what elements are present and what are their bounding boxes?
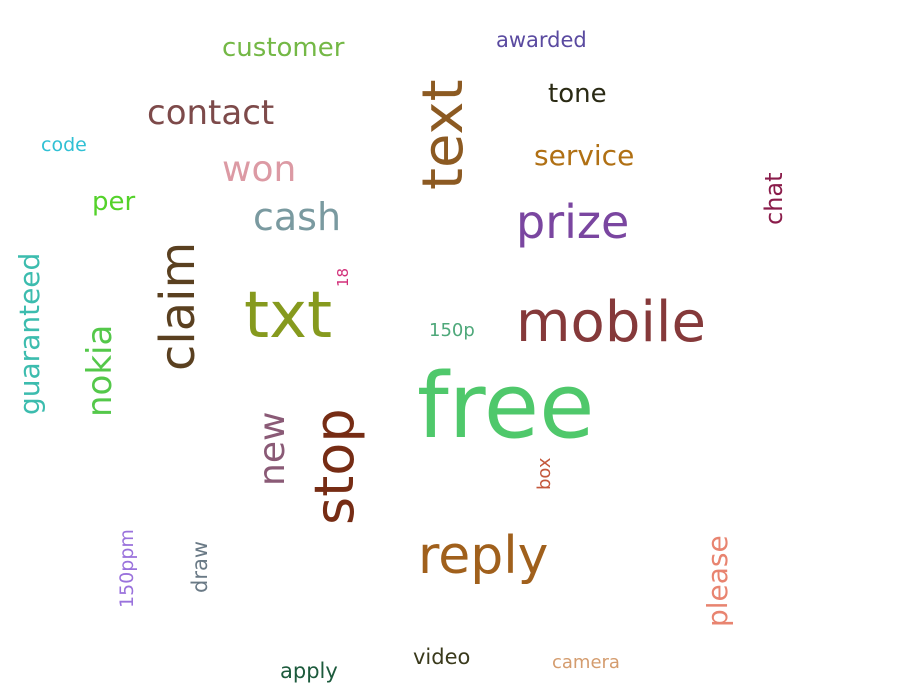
word-reply: reply <box>418 526 549 586</box>
word-chat: chat <box>760 172 788 225</box>
word-stop: stop <box>303 408 366 525</box>
word-please: please <box>701 535 734 627</box>
word-18: 18 <box>334 267 352 287</box>
word-free: free <box>417 354 595 459</box>
word-box: box <box>534 457 555 490</box>
word-code: code <box>41 134 87 156</box>
word-claim: claim <box>150 241 206 371</box>
word-new: new <box>252 411 293 486</box>
word-service: service <box>534 139 635 172</box>
word-tone: tone <box>548 79 607 109</box>
word-text: text <box>411 79 476 190</box>
word-prize: prize <box>516 195 630 249</box>
word-camera: camera <box>552 652 620 673</box>
word-draw: draw <box>188 540 212 593</box>
word-nokia: nokia <box>80 324 120 417</box>
word-cash: cash <box>253 195 342 239</box>
word-txt: txt <box>244 279 333 353</box>
word-mobile: mobile <box>516 290 706 355</box>
word-apply: apply <box>280 659 338 683</box>
word-150ppm: 150ppm <box>116 529 138 608</box>
word-awarded: awarded <box>496 28 587 52</box>
word-contact: contact <box>147 93 275 133</box>
word-customer: customer <box>222 33 345 63</box>
word-video: video <box>413 645 471 669</box>
word-150p: 150p <box>429 320 475 341</box>
word-guaranteed: guaranteed <box>13 252 46 415</box>
word-per: per <box>92 187 136 217</box>
word-won: won <box>222 149 297 190</box>
